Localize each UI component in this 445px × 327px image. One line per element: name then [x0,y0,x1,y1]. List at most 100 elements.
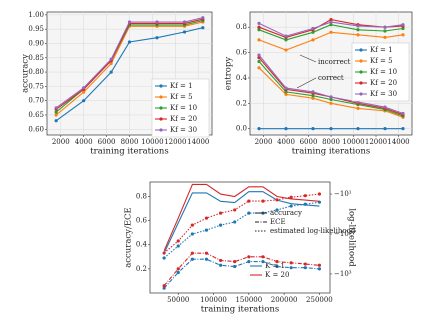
x-tick-label: 8000 [322,138,340,146]
legend-label: Kf = 20 [370,79,397,87]
plot-area [149,181,331,294]
legend-marker [359,48,363,52]
legend-label: K = 1 [265,262,285,270]
x-tick-label: 200000 [271,296,298,304]
x-tick-label: 14000 [387,138,409,146]
y-tick-label: 0.60 [28,125,44,133]
series-line [55,17,203,109]
x-axis-label: training iterations [292,147,370,157]
marker [401,23,405,27]
y-axis-label: entropy [224,57,234,91]
x-tick-label: 6000 [300,138,318,146]
legend-label: K = 20 [265,271,289,279]
legend-label: Kf = 1 [370,46,393,54]
y2-tick-label: −10¹ [334,190,352,198]
series-line [163,201,320,259]
marker [303,262,307,266]
series-line [163,183,320,252]
annotation: incorrect [318,58,351,66]
x-tick-label: 4000 [75,138,93,146]
annotation: correct [318,74,344,82]
legend-label: Kf = 20 [170,115,197,123]
series-line [258,21,404,37]
marker [303,266,307,270]
legend-label: Kf = 5 [370,57,393,65]
y-axis-label: accuracy [21,54,31,93]
legend-label: Kf = 30 [370,90,397,98]
series-line [163,252,320,287]
legend-marker [159,95,163,99]
marker [303,194,307,198]
x-tick-label: 250000 [306,296,333,304]
x-tick-label: 2000 [52,138,70,146]
y-tick-label: 0.6 [236,49,248,57]
x-tick-label: 4000 [277,138,295,146]
legend-marker [359,81,363,85]
x-tick-label: 100000 [200,296,227,304]
marker [317,267,322,271]
series-line [258,24,404,41]
y-tick-label: 0.80 [28,68,44,76]
y-tick-label: 0.4 [236,74,248,82]
y-tick-label: 0.0 [236,125,247,133]
series-line [258,31,404,51]
legend-label: Kf = 1 [170,82,193,90]
x-axis-label: training iterations [90,147,168,157]
marker [401,26,405,31]
marker [303,202,307,206]
series-line [163,258,320,289]
series-line [55,27,203,122]
marker [261,255,265,259]
legend-label: Kf = 30 [170,126,197,134]
series-line [258,54,404,114]
x-tick-label: 12000 [365,138,387,146]
x-tick-label: 2000 [255,138,273,146]
annotation-arrow [299,54,317,63]
x-tick-label: 10000 [342,138,364,146]
y-tick-label: 0.8 [236,23,247,31]
series-line [163,191,320,254]
y-tick-label: 0.6 [136,217,148,225]
x-tick-label: 12000 [164,138,186,146]
x-tick-label: 150000 [235,296,262,304]
legend-marker [159,106,163,110]
x-tick-label: 50000 [167,296,189,304]
legend-label: estimated log-likelihood [270,227,356,235]
y-tick-label: 0.4 [136,241,148,249]
y-tick-label: 0.2 [236,99,247,107]
legend-marker [359,70,363,74]
y-tick-label: 0.85 [28,54,44,62]
y2-tick-label: −10² [334,230,352,238]
legend-marker [159,128,163,132]
legend-label: Kf = 10 [370,68,397,76]
marker [317,192,322,196]
legend-label: Kf = 10 [170,104,197,112]
y-tick-label: 0.95 [28,25,44,33]
marker [204,257,209,261]
marker [162,256,166,260]
x-tick-label: 6000 [98,138,116,146]
marker [201,26,205,30]
x-axis-label: training iterations [201,305,279,315]
marker [261,199,265,203]
series-line [163,193,320,254]
x-tick-label: 14000 [187,138,209,146]
legend-marker [159,117,163,121]
y-tick-label: 0.90 [28,39,44,47]
legend-label: ECE [270,218,286,226]
y-axis-label: accuracy/ECE [124,207,134,268]
marker [317,263,322,267]
y-tick-label: 0.70 [28,97,44,105]
marker [162,251,166,255]
y-tick-label: 0.65 [28,111,44,119]
y-tick-label: 0.75 [28,82,44,90]
y-tick-label: 0.2 [136,265,147,273]
legend-label: accuracy [270,209,302,217]
marker [247,199,251,203]
y-tick-label: 1.00 [28,11,44,19]
legend-marker [359,59,363,63]
legend-label: Kf = 5 [170,93,193,101]
annotation-arrow [296,77,317,89]
marker [233,264,237,269]
